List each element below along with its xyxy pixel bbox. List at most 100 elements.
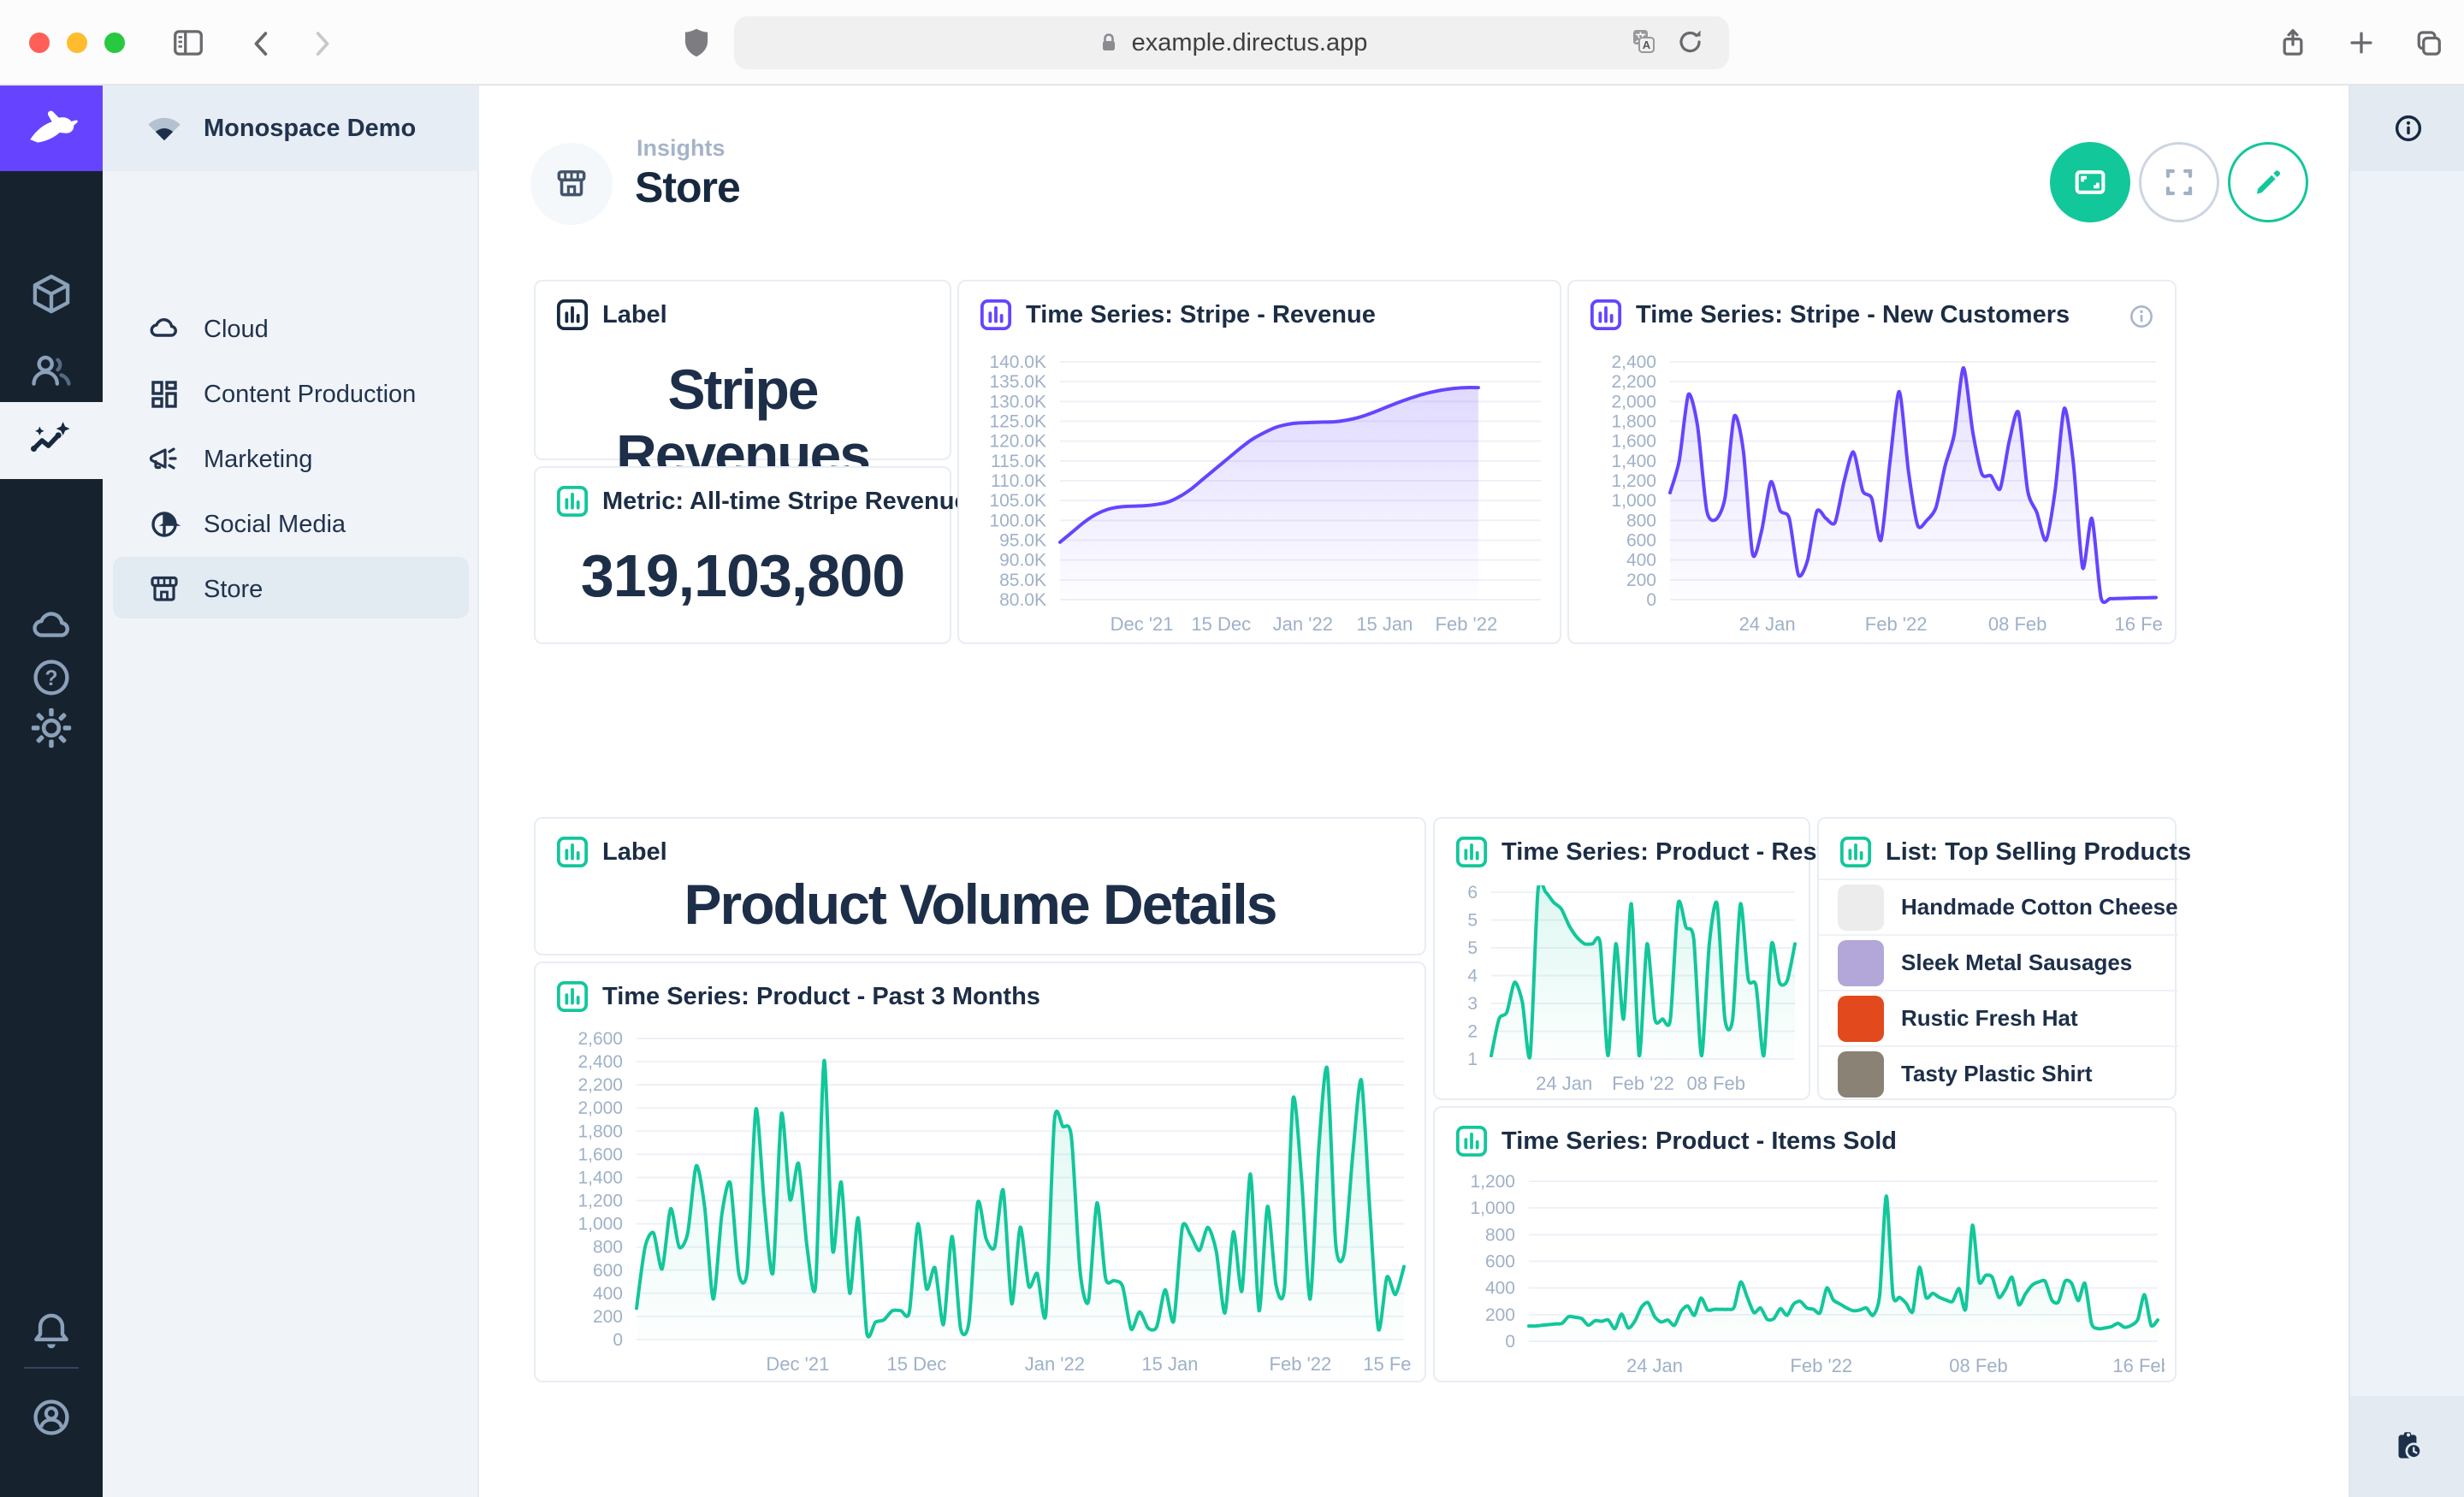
panel-stripe-revenue-chart: Time Series: Stripe - Revenue 140.0K135.… bbox=[957, 280, 1561, 644]
fit-to-frame-button[interactable] bbox=[2050, 142, 2130, 222]
share-icon[interactable] bbox=[2272, 22, 2313, 63]
panel-title: Time Series: Stripe - New Customers bbox=[1636, 301, 2070, 329]
svg-text:08 Feb: 08 Feb bbox=[1686, 1073, 1745, 1094]
panel-product-items-sold-chart: Time Series: Product - Items Sold 1,2001… bbox=[1433, 1106, 2177, 1382]
svg-text:1,600: 1,600 bbox=[1611, 432, 1656, 452]
lock-icon bbox=[1096, 30, 1122, 56]
cloud-icon[interactable] bbox=[26, 601, 77, 653]
help-icon[interactable]: ? bbox=[26, 652, 77, 703]
label-text: Product Volume Details bbox=[553, 872, 1407, 937]
tab-overview-icon[interactable] bbox=[2406, 22, 2447, 63]
minimize-window-button[interactable] bbox=[67, 33, 87, 53]
right-sidebar bbox=[2348, 86, 2464, 1497]
product-items-sold-chart: 1,2001,000800600400200024 JanFeb '2208 F… bbox=[1447, 1175, 2165, 1381]
panel-title: Metric: All-time Stripe Revenues bbox=[602, 488, 982, 516]
activity-log-toggle[interactable] bbox=[2350, 1396, 2464, 1497]
svg-text:2: 2 bbox=[1467, 1022, 1478, 1042]
svg-text:400: 400 bbox=[593, 1284, 623, 1304]
close-window-button[interactable] bbox=[29, 33, 50, 53]
panel-title: List: Top Selling Products bbox=[1886, 838, 2191, 867]
svg-text:16 Feb: 16 Feb bbox=[2115, 613, 2163, 635]
product-past-3-months-chart: 2,6002,4002,2002,0001,8001,6001,4001,200… bbox=[548, 1032, 1411, 1379]
sidebar-item-content-production[interactable]: Content Production bbox=[103, 362, 479, 427]
notifications-bell-icon[interactable] bbox=[26, 1306, 77, 1358]
sidebar-item-store[interactable]: Store bbox=[103, 557, 479, 622]
panel-stripe-new-customers-chart: Time Series: Stripe - New Customers 2,40… bbox=[1567, 280, 2177, 644]
collections-box-icon[interactable] bbox=[26, 269, 77, 321]
panel-product-past-3-months-chart: Time Series: Product - Past 3 Months 2,6… bbox=[534, 962, 1426, 1382]
zoom-window-button[interactable] bbox=[104, 33, 125, 53]
list-item[interactable]: Sleek Metal Sausages bbox=[1819, 934, 2178, 990]
project-name: Monospace Demo bbox=[204, 115, 416, 143]
browser-sidebar-toggle-icon[interactable] bbox=[168, 22, 209, 63]
info-icon bbox=[2390, 110, 2426, 146]
users-icon[interactable] bbox=[26, 346, 77, 398]
svg-text:1,800: 1,800 bbox=[578, 1121, 623, 1141]
panel-label-stripe-revenues: Label Stripe Revenues bbox=[534, 280, 951, 460]
product-restocks-chart: 655432124 JanFeb '2208 Feb bbox=[1443, 885, 1802, 1098]
list-item[interactable]: Rustic Fresh Hat bbox=[1819, 990, 2178, 1045]
bar-chart-icon bbox=[556, 836, 589, 868]
info-icon[interactable] bbox=[2125, 300, 2158, 333]
directus-rabbit-logo[interactable] bbox=[0, 86, 103, 171]
svg-text:600: 600 bbox=[1626, 531, 1656, 551]
module-insights-active[interactable] bbox=[0, 402, 103, 479]
svg-text:Jan '22: Jan '22 bbox=[1273, 613, 1333, 635]
divider bbox=[24, 1367, 79, 1369]
info-panel-toggle[interactable] bbox=[2350, 86, 2464, 171]
forward-icon[interactable] bbox=[301, 22, 342, 63]
shield-icon[interactable] bbox=[676, 22, 717, 63]
panel-title: Time Series: Product - Items Sold bbox=[1502, 1127, 1897, 1156]
svg-text:24 Jan: 24 Jan bbox=[1739, 613, 1796, 635]
storefront-icon bbox=[145, 571, 183, 608]
svg-text:3: 3 bbox=[1467, 994, 1478, 1014]
browser-toolbar: example.directus.app 文A bbox=[0, 0, 2464, 86]
product-thumbnail bbox=[1838, 996, 1884, 1042]
svg-text:140.0K: 140.0K bbox=[989, 355, 1046, 372]
list-item[interactable]: Handmade Cotton Cheese bbox=[1819, 879, 2178, 934]
navigation-sidebar: Monospace Demo Cloud Content Production … bbox=[103, 86, 479, 1497]
svg-text:08 Feb: 08 Feb bbox=[1949, 1355, 2008, 1376]
svg-text:1,200: 1,200 bbox=[1611, 471, 1656, 491]
svg-text:2,200: 2,200 bbox=[1611, 372, 1656, 392]
svg-text:0: 0 bbox=[613, 1330, 623, 1350]
svg-text:2,200: 2,200 bbox=[578, 1075, 623, 1095]
svg-text:1,000: 1,000 bbox=[1611, 491, 1656, 511]
sidebar-item-marketing[interactable]: Marketing bbox=[103, 427, 479, 492]
settings-gear-icon[interactable] bbox=[26, 702, 77, 754]
svg-text:800: 800 bbox=[593, 1238, 623, 1257]
sidebar-item-social-media[interactable]: Social Media bbox=[103, 492, 479, 557]
svg-text:400: 400 bbox=[1485, 1279, 1515, 1299]
svg-text:120.0K: 120.0K bbox=[989, 432, 1046, 452]
svg-text:15 Dec: 15 Dec bbox=[1191, 613, 1251, 635]
cloud-icon bbox=[145, 311, 183, 348]
svg-text:08 Feb: 08 Feb bbox=[1988, 613, 2047, 635]
svg-text:1,000: 1,000 bbox=[578, 1215, 623, 1234]
panel-top-selling-products: List: Top Selling Products Handmade Cott… bbox=[1817, 817, 2177, 1100]
breadcrumb[interactable]: Insights bbox=[637, 135, 726, 162]
new-tab-icon[interactable] bbox=[2341, 22, 2382, 63]
sidebar-item-cloud[interactable]: Cloud bbox=[103, 297, 479, 362]
svg-text:1,200: 1,200 bbox=[578, 1192, 623, 1211]
list-item[interactable]: Tasty Plastic Shirt bbox=[1819, 1045, 2178, 1101]
svg-text:800: 800 bbox=[1485, 1225, 1515, 1245]
address-bar[interactable]: example.directus.app 文A bbox=[734, 16, 1729, 69]
svg-text:15 Dec: 15 Dec bbox=[887, 1353, 947, 1375]
product-thumbnail bbox=[1838, 885, 1884, 931]
project-header[interactable]: Monospace Demo bbox=[103, 86, 479, 171]
svg-text:1,000: 1,000 bbox=[1470, 1198, 1515, 1218]
stripe-new-customers-chart: 2,4002,2002,0001,8001,6001,4001,2001,000… bbox=[1581, 355, 2163, 639]
translate-icon[interactable]: 文A bbox=[1623, 23, 1662, 62]
account-avatar-icon[interactable] bbox=[26, 1392, 77, 1443]
bar-chart-icon bbox=[556, 299, 589, 331]
pie-chart-icon bbox=[145, 506, 183, 543]
reload-icon[interactable] bbox=[1671, 22, 1710, 62]
bar-chart-icon bbox=[1590, 299, 1622, 331]
insights-icon bbox=[26, 415, 77, 466]
svg-text:24 Jan: 24 Jan bbox=[1626, 1355, 1683, 1376]
back-icon[interactable] bbox=[241, 22, 282, 63]
svg-text:Feb '22: Feb '22 bbox=[1270, 1353, 1332, 1375]
bar-chart-icon bbox=[556, 980, 589, 1013]
edit-button[interactable] bbox=[2228, 142, 2308, 222]
fullscreen-button[interactable] bbox=[2139, 142, 2219, 222]
